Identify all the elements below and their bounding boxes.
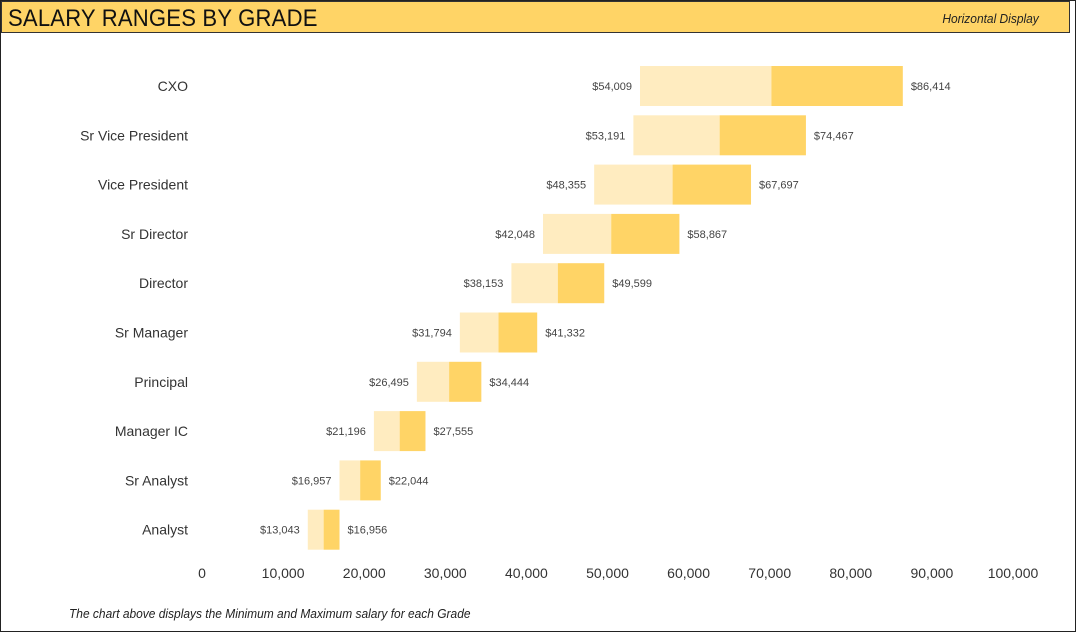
x-tick-label: 30,000 <box>424 565 467 581</box>
min-value-label: $53,191 <box>586 130 626 142</box>
min-value-label: $13,043 <box>260 525 300 537</box>
y-axis-label: CXO <box>158 78 188 94</box>
bar-min-to-mid <box>594 164 673 205</box>
y-axis-label: Principal <box>134 374 188 390</box>
max-value-label: $58,867 <box>687 229 727 241</box>
min-value-label: $48,355 <box>546 180 586 192</box>
bar-mid-to-max <box>719 115 806 156</box>
bar-min-to-mid <box>339 460 361 501</box>
x-tick-label: 90,000 <box>910 565 953 581</box>
min-value-label: $31,794 <box>412 328 452 340</box>
x-tick-label: 60,000 <box>667 565 710 581</box>
y-axis-label: Analyst <box>142 522 188 538</box>
bar-min-to-mid <box>373 411 400 452</box>
max-value-label: $49,599 <box>612 278 652 290</box>
bar-mid-to-max <box>771 66 903 106</box>
x-tick-label: 80,000 <box>829 565 872 581</box>
x-tick-label: 100,000 <box>988 565 1039 581</box>
bar-mid-to-max <box>557 263 605 304</box>
y-axis-label: Manager IC <box>115 423 188 439</box>
bar-min-to-mid <box>416 361 450 402</box>
max-value-label: $74,467 <box>814 130 854 142</box>
page-title: SALARY RANGES BY GRADE <box>8 5 318 32</box>
y-axis-label: Director <box>139 275 188 291</box>
bar-min-to-mid <box>511 263 558 304</box>
min-value-label: $26,495 <box>369 377 409 389</box>
min-value-label: $54,009 <box>592 81 632 93</box>
max-value-label: $16,956 <box>348 525 388 537</box>
y-axis-label: Sr Analyst <box>125 472 188 488</box>
x-tick-label: 70,000 <box>748 565 791 581</box>
y-axis-label: Sr Manager <box>115 325 188 341</box>
x-tick-label: 50,000 <box>586 565 629 581</box>
header-bar: SALARY RANGES BY GRADE Horizontal Displa… <box>1 1 1070 33</box>
chart-footnote: The chart above displays the Minimum and… <box>69 606 471 621</box>
max-value-label: $86,414 <box>911 81 951 93</box>
max-value-label: $67,697 <box>759 180 799 192</box>
bar-mid-to-max <box>611 213 680 254</box>
x-tick-label: 40,000 <box>505 565 548 581</box>
min-value-label: $21,196 <box>326 426 366 438</box>
bar-mid-to-max <box>449 361 482 402</box>
min-value-label: $38,153 <box>464 278 504 290</box>
x-tick-label: 0 <box>198 565 206 581</box>
page-subtitle: Horizontal Display <box>942 11 1039 26</box>
max-value-label: $41,332 <box>545 328 585 340</box>
bar-min-to-mid <box>640 66 772 106</box>
bar-mid-to-max <box>399 411 426 452</box>
bar-mid-to-max <box>498 312 538 353</box>
bar-mid-to-max <box>323 509 340 550</box>
bar-mid-to-max <box>672 164 752 205</box>
x-tick-label: 20,000 <box>343 565 386 581</box>
min-value-label: $16,957 <box>292 475 332 487</box>
y-axis-label: Sr Director <box>121 226 188 242</box>
y-axis-label: Vice President <box>98 177 188 193</box>
bar-min-to-mid <box>307 509 324 550</box>
bar-min-to-mid <box>633 115 720 156</box>
bar-min-to-mid <box>459 312 499 353</box>
max-value-label: $22,044 <box>389 475 429 487</box>
x-tick-label: 10,000 <box>262 565 305 581</box>
min-value-label: $42,048 <box>495 229 535 241</box>
bar-min-to-mid <box>543 213 612 254</box>
y-axis-label: Sr Vice President <box>80 127 188 143</box>
bar-mid-to-max <box>360 460 381 501</box>
max-value-label: $34,444 <box>489 377 529 389</box>
max-value-label: $27,555 <box>433 426 473 438</box>
